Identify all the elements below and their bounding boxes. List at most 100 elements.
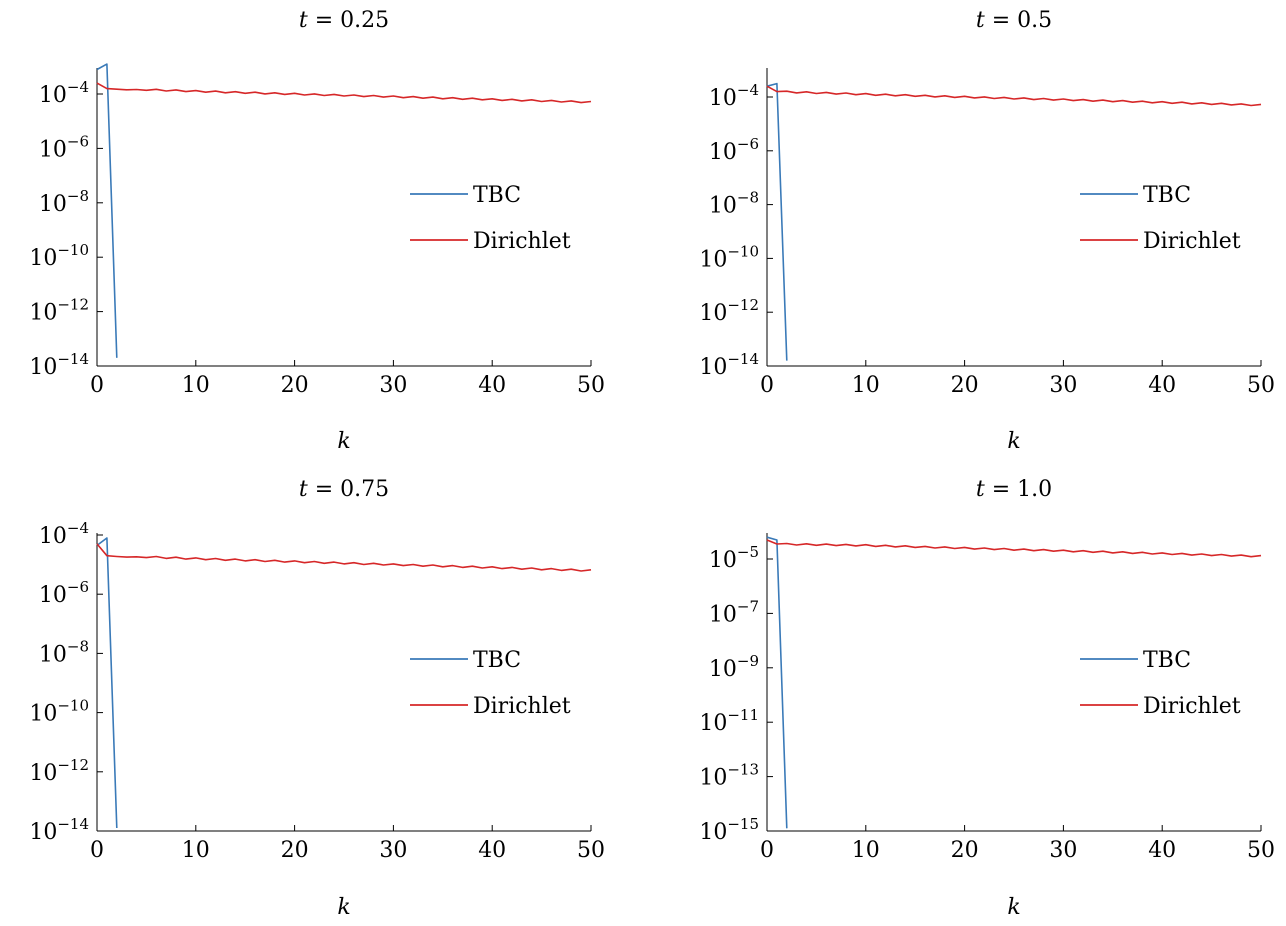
- legend-entry-dirichlet: Dirichlet: [1080, 694, 1241, 719]
- legend-label: TBC: [1143, 648, 1191, 673]
- y-tick-base: 10: [709, 86, 737, 111]
- y-tick-label: 10−4: [39, 519, 89, 549]
- legend-label: TBC: [1143, 183, 1191, 208]
- chart-title: t = 0.75: [299, 477, 389, 502]
- legend-label: TBC: [473, 648, 521, 673]
- legend-entry-tbc: TBC: [1080, 648, 1191, 673]
- y-tick-base: 10: [39, 83, 67, 108]
- legend-label: Dirichlet: [473, 694, 571, 719]
- y-tick-base: 10: [29, 246, 57, 271]
- y-tick-exponent: −5: [737, 543, 759, 561]
- y-tick-exponent: −4: [737, 81, 759, 99]
- y-tick-base: 10: [39, 583, 67, 608]
- y-tick-label: 10−5: [709, 543, 759, 573]
- x-tick-label: 20: [281, 838, 309, 863]
- series-line-tbc: [96, 537, 118, 829]
- chart-title: t = 1.0: [976, 477, 1052, 502]
- y-tick-base: 10: [699, 766, 727, 791]
- legend-label: TBC: [473, 183, 521, 208]
- title-equals: =: [308, 8, 340, 33]
- legend-entry-tbc: TBC: [410, 648, 521, 673]
- y-tick-exponent: −13: [727, 761, 759, 779]
- y-tick-base: 10: [709, 140, 737, 165]
- y-tick-exponent: −8: [67, 637, 89, 655]
- title-value: 0.25: [340, 8, 389, 33]
- y-tick-base: 10: [39, 642, 67, 667]
- x-tick-label: 30: [379, 838, 407, 863]
- series-line-tbc: [766, 536, 788, 829]
- y-tick-label: 10−9: [709, 652, 759, 682]
- series-line-tbc: [96, 63, 118, 358]
- y-tick-exponent: −8: [737, 189, 759, 207]
- title-value: 0.5: [1017, 8, 1052, 33]
- x-tick-label: 10: [182, 838, 210, 863]
- chart-panel-3: t = 0.750 10 20 30 40 5010−1410−1210−1010−810…: [29, 477, 605, 920]
- y-tick-base: 10: [709, 194, 737, 219]
- y-tick-base: 10: [699, 301, 727, 326]
- legend-entry-dirichlet: Dirichlet: [410, 229, 571, 254]
- x-axis-label: k: [337, 429, 350, 454]
- x-tick-label: 40: [478, 373, 506, 398]
- x-tick-label: 40: [1148, 838, 1176, 863]
- legend-label: Dirichlet: [1143, 229, 1241, 254]
- y-tick-label: 10−10: [29, 241, 89, 271]
- legend-entry-tbc: TBC: [410, 183, 521, 208]
- y-tick-base: 10: [699, 820, 727, 845]
- legend-entry-dirichlet: Dirichlet: [410, 694, 571, 719]
- y-tick-label: 10−14: [29, 350, 89, 380]
- series-line-dirichlet: [96, 543, 592, 572]
- legend-entry-tbc: TBC: [1080, 183, 1191, 208]
- y-tick-label: 10−4: [39, 78, 89, 108]
- x-tick-label: 50: [577, 373, 605, 398]
- x-tick-label: 0: [90, 373, 104, 398]
- y-tick-label: 10−4: [709, 81, 759, 111]
- x-tick-label: 0: [90, 838, 104, 863]
- y-tick-base: 10: [29, 301, 57, 326]
- x-tick-label: 20: [951, 373, 979, 398]
- y-tick-exponent: −11: [727, 706, 759, 724]
- title-variable: t: [299, 477, 308, 502]
- y-tick-label: 10−12: [699, 296, 759, 326]
- y-tick-label: 10−6: [39, 132, 89, 162]
- y-tick-base: 10: [709, 657, 737, 682]
- y-tick-exponent: −6: [67, 578, 89, 596]
- x-tick-label: 50: [577, 838, 605, 863]
- x-tick-label: 10: [852, 838, 880, 863]
- y-tick-base: 10: [29, 702, 57, 727]
- y-tick-label: 10−12: [29, 756, 89, 786]
- x-tick-label: 10: [852, 373, 880, 398]
- x-tick-label: 40: [478, 838, 506, 863]
- x-tick-label: 40: [1148, 373, 1176, 398]
- legend-label: Dirichlet: [1143, 694, 1241, 719]
- y-tick-label: 10−14: [699, 350, 759, 380]
- x-tick-label: 50: [1247, 373, 1275, 398]
- title-variable: t: [976, 8, 985, 33]
- x-tick-label: 0: [760, 373, 774, 398]
- y-tick-exponent: −9: [737, 652, 759, 670]
- series-line-tbc: [766, 82, 788, 361]
- y-tick-exponent: −7: [737, 597, 759, 615]
- y-tick-base: 10: [709, 602, 737, 627]
- y-tick-exponent: −12: [57, 756, 89, 774]
- y-tick-exponent: −12: [727, 296, 759, 314]
- y-tick-base: 10: [699, 247, 727, 272]
- y-tick-label: 10−7: [709, 597, 759, 627]
- legend-label: Dirichlet: [473, 229, 571, 254]
- y-tick-exponent: −14: [57, 350, 89, 368]
- y-tick-label: 10−12: [29, 296, 89, 326]
- chart-panel-4: t = 1.00 10 20 30 40 5010−1510−1310−1110−910−…: [699, 477, 1275, 920]
- x-axis-label: k: [1007, 895, 1020, 920]
- y-tick-base: 10: [699, 711, 727, 736]
- y-tick-label: 10−10: [699, 242, 759, 272]
- y-tick-base: 10: [39, 524, 67, 549]
- chart-title: t = 0.5: [976, 8, 1052, 33]
- y-tick-base: 10: [29, 820, 57, 845]
- y-tick-base: 10: [39, 137, 67, 162]
- series-line-dirichlet: [766, 85, 1262, 107]
- x-tick-label: 30: [1049, 373, 1077, 398]
- y-tick-base: 10: [709, 548, 737, 573]
- y-tick-exponent: −10: [57, 697, 89, 715]
- x-tick-label: 20: [281, 373, 309, 398]
- y-tick-exponent: −4: [67, 78, 89, 96]
